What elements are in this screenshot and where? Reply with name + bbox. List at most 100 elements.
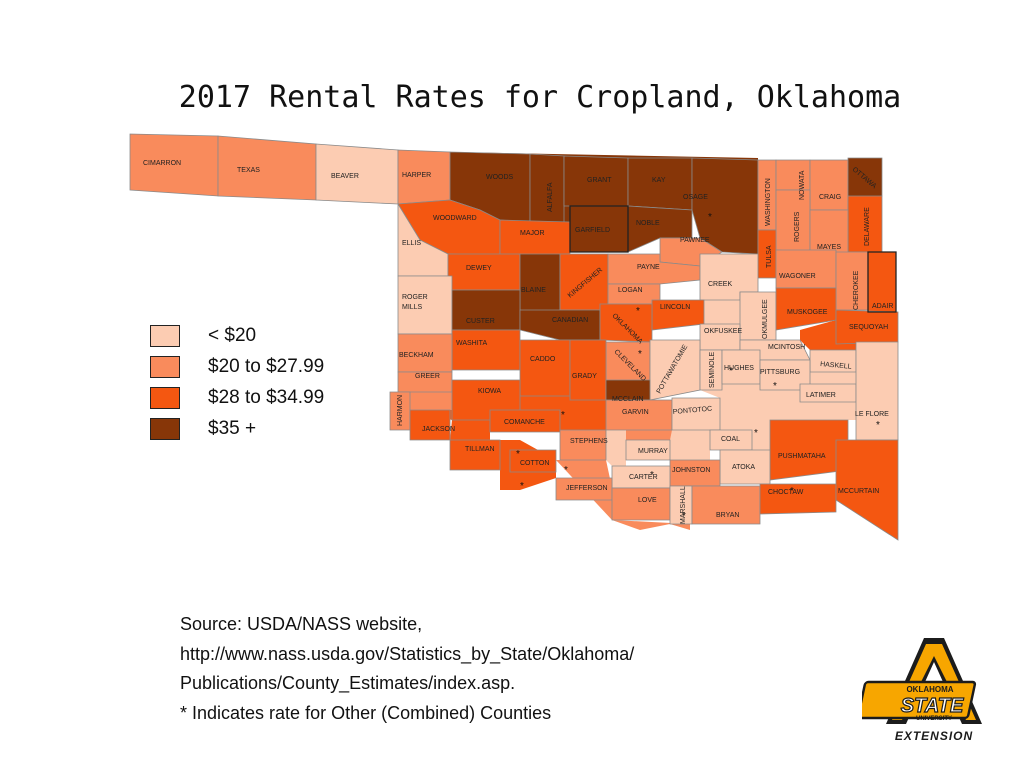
county-label-texas: TEXAS: [237, 167, 260, 174]
county-label-carter: CARTER: [629, 474, 658, 481]
county-label-okfuskee: OKFUSKEE: [704, 328, 742, 335]
county-craig[interactable]: [809, 159, 849, 211]
county-bryan[interactable]: [691, 485, 761, 525]
county-label-tulsa: TULSA: [766, 245, 773, 268]
county-label-le-flore: LE FLORE: [855, 411, 889, 418]
county-dewey[interactable]: [447, 253, 521, 291]
county-label-delaware: DELAWARE: [864, 207, 871, 246]
county-label-osage: OSAGE: [683, 194, 708, 201]
county-label-sequoyah: SEQUOYAH: [849, 324, 888, 331]
county-label-mccurtain: MCCURTAIN: [838, 488, 879, 495]
county-major[interactable]: [499, 219, 571, 257]
county-label-caddo: CADDO: [530, 356, 556, 363]
source-url-continued[interactable]: Publications/County_Estimates/index.asp.: [180, 673, 516, 693]
county-label-woods: WOODS: [486, 174, 514, 181]
combined-county-marker: *: [773, 381, 777, 392]
county-label-adair: ADAIR: [872, 303, 893, 310]
logo-band-text: UNIVERSITY: [916, 716, 952, 722]
county-label-craig: CRAIG: [819, 194, 841, 201]
combined-county-marker: *: [682, 511, 686, 522]
county-label-major: MAJOR: [520, 230, 545, 237]
county-caddo[interactable]: [519, 339, 571, 397]
map-fill-region: [520, 396, 570, 410]
county-label-wagoner: WAGONER: [779, 273, 816, 280]
county-label-bryan: BRYAN: [716, 512, 739, 519]
legend-item-35plus: $35 +: [150, 413, 324, 444]
legend-swatch: [150, 417, 180, 440]
combined-county-marker: *: [650, 470, 654, 481]
legend-label: $35 +: [208, 417, 257, 439]
county-label-haskell: HASKELL: [820, 361, 852, 371]
county-label-marshall: MARSHALL: [680, 486, 687, 524]
county-label-alfalfa: ALFALFA: [547, 182, 554, 212]
combined-county-marker: *: [876, 420, 880, 431]
county-stephens[interactable]: [559, 429, 607, 461]
county-label-lincoln: LINCOLN: [660, 304, 690, 311]
county-label-okmulgee: OKMULGEE: [762, 299, 769, 339]
combined-county-marker: *: [520, 481, 524, 492]
logo-main-text: STATE: [901, 695, 964, 717]
legend-item-lt20: < $20: [150, 320, 324, 351]
county-label-garfield: GARFIELD: [575, 227, 610, 234]
legend-swatch: [150, 355, 180, 378]
combined-county-marker: *: [754, 428, 758, 439]
legend-item-20to28: $20 to $27.99: [150, 351, 324, 382]
county-canadian[interactable]: [519, 309, 601, 341]
county-label-pushmataha: PUSHMATAHA: [778, 453, 826, 460]
county-label-tillman: TILLMAN: [465, 446, 495, 453]
legend-label: < $20: [208, 324, 257, 346]
county-okmulgee[interactable]: [739, 291, 777, 341]
county-washita[interactable]: [451, 329, 521, 371]
county-label-kiowa: KIOWA: [478, 388, 501, 395]
county-label-latimer: LATIMER: [806, 392, 836, 399]
county-label-coal: COAL: [721, 436, 740, 443]
combined-county-marker: *: [790, 486, 794, 497]
county-label-cherokee: CHEROKEE: [853, 270, 860, 310]
county-label-washita: WASHITA: [456, 340, 487, 347]
map-fill-region: [556, 460, 690, 530]
county-label-johnston: JOHNSTON: [672, 467, 710, 474]
county-love[interactable]: [611, 487, 671, 521]
county-label-choctaw: CHOCTAW: [768, 489, 804, 496]
osu-extension-logo: OKLAHOMA STATE UNIVERSITY EXTENSION: [862, 638, 982, 743]
county-wagoner[interactable]: [775, 249, 837, 289]
county-label-kay: KAY: [652, 177, 666, 184]
county-label-comanche: COMANCHE: [504, 419, 545, 426]
combined-county-marker: *: [636, 306, 640, 317]
county-label-nowata: NOWATA: [799, 170, 806, 200]
county-grady[interactable]: [569, 339, 607, 401]
county-label-custer: CUSTER: [466, 318, 495, 325]
county-label-beaver: BEAVER: [331, 173, 359, 180]
combined-county-marker: *: [729, 366, 733, 377]
county-label-jefferson: JEFFERSON: [566, 485, 608, 492]
legend: < $20 $20 to $27.99 $28 to $34.99 $35 +: [150, 320, 324, 444]
county-tillman[interactable]: [449, 439, 501, 471]
county-label-noble: NOBLE: [636, 220, 660, 227]
county-choctaw[interactable]: [759, 483, 837, 515]
county-label-pontotoc: PONTOTOC: [673, 406, 713, 416]
county-label-pawnee: PAWNEE: [680, 237, 710, 244]
county-label-cimarron: CIMARRON: [143, 160, 181, 167]
county-kay[interactable]: [627, 157, 693, 211]
legend-swatch: [150, 324, 180, 347]
combined-county-marker: *: [561, 410, 565, 421]
county-label-grant: GRANT: [587, 177, 612, 184]
county-jackson[interactable]: [409, 409, 451, 441]
map-fill-region: [626, 430, 672, 440]
county-cotton[interactable]: [509, 449, 557, 473]
logo-top-text: OKLAHOMA: [906, 685, 953, 694]
county-label-muskogee: MUSKOGEE: [787, 309, 828, 316]
county-seminole[interactable]: [699, 349, 723, 391]
county-label-ellis: ELLIS: [402, 240, 421, 247]
county-label-love: LOVE: [638, 497, 657, 504]
county-cherokee[interactable]: [835, 251, 869, 311]
county-label-creek: CREEK: [708, 281, 732, 288]
county-label-dewey: DEWEY: [466, 265, 492, 272]
county-mccurtain[interactable]: [835, 439, 899, 541]
county-texas[interactable]: [217, 135, 317, 201]
logo-bar: [862, 680, 977, 720]
county-label-harper: HARPER: [402, 172, 431, 179]
source-url[interactable]: http://www.nass.usda.gov/Statistics_by_S…: [180, 643, 635, 664]
legend-label: $20 to $27.99: [208, 355, 325, 377]
